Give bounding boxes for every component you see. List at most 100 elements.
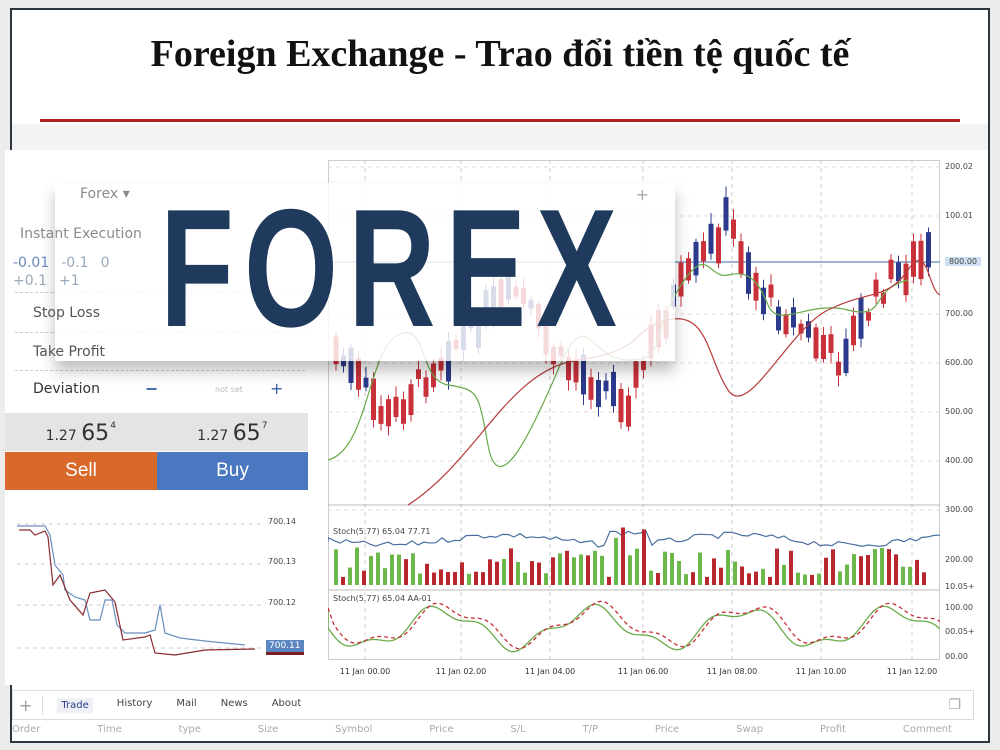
volume-bar <box>495 561 499 585</box>
volume-bar <box>880 547 884 585</box>
column-header[interactable]: Size <box>257 724 279 735</box>
ask-price: 1.27 657 <box>197 421 268 446</box>
add-icon[interactable]: + <box>19 695 44 715</box>
column-header[interactable]: Swap <box>736 724 764 735</box>
volume-bar <box>369 555 373 585</box>
deviation-value[interactable]: not set <box>215 385 243 394</box>
column-header[interactable]: Comment <box>902 724 952 735</box>
symbol-select[interactable]: Forex <box>80 186 119 202</box>
column-header[interactable]: Price <box>429 724 454 735</box>
terminal-columns: Order Time type Size Symbol Price S/L T/P Price S… <box>12 724 972 735</box>
candle-body <box>581 354 586 395</box>
candle-body <box>611 371 616 407</box>
volume-step[interactable]: -0.1 <box>61 255 89 271</box>
tab-about[interactable]: About <box>271 697 302 709</box>
column-header[interactable]: Time <box>97 724 122 735</box>
volume-bar <box>572 557 576 585</box>
axis-label: 100.01 <box>945 211 973 220</box>
volume-bar <box>726 549 730 585</box>
volume-bar <box>502 558 506 585</box>
volume-bar <box>348 567 352 585</box>
volume-bar <box>740 566 744 585</box>
maximize-icon[interactable]: ❐ <box>948 697 961 713</box>
volume-bar <box>404 559 408 585</box>
column-header[interactable]: T/P <box>582 724 599 735</box>
bid-price: 1.27 654 <box>45 421 116 446</box>
volume-bar <box>523 572 527 585</box>
sell-button[interactable]: Sell <box>5 452 157 490</box>
candle-body <box>821 334 826 360</box>
candle-body <box>768 284 774 298</box>
volume-bar <box>418 573 422 585</box>
time-label: 11 Jan 06.00 <box>617 667 669 676</box>
tab-news[interactable]: News <box>220 697 248 709</box>
volume-bar <box>376 552 380 585</box>
volume-bar <box>460 562 464 585</box>
volume-bar <box>705 576 709 585</box>
deviation-minus-button[interactable]: − <box>145 379 159 398</box>
volume-bar <box>593 550 597 585</box>
volume-bar <box>691 572 695 585</box>
axis-label: 10.05+ <box>945 582 975 591</box>
candle-body <box>371 378 376 420</box>
candle-body <box>738 241 744 274</box>
volume-bar <box>754 571 758 585</box>
volume-bar <box>383 568 387 585</box>
volume-bar <box>698 552 702 585</box>
column-header[interactable]: type <box>178 724 201 735</box>
deviation-plus-button[interactable]: + <box>270 379 284 398</box>
volume-bar <box>796 572 800 585</box>
volume-bar <box>873 549 877 585</box>
volume-bar <box>544 573 548 585</box>
forex-logo-text: FOREX <box>160 174 628 362</box>
volume-bar <box>565 550 569 585</box>
axis-label: 100.00 <box>945 603 973 612</box>
axis-label: 400.00 <box>945 456 973 465</box>
column-header[interactable]: Order <box>12 724 41 735</box>
candle-body <box>626 395 631 427</box>
time-label: 11 Jan 04.00 <box>524 667 576 676</box>
candle-body <box>701 241 706 262</box>
volume-bar <box>474 571 478 585</box>
column-header[interactable]: Profit <box>819 724 847 735</box>
axis-label: 700.00 <box>945 309 973 318</box>
volume-bar <box>803 574 807 585</box>
axis-label: 200.02 <box>945 162 973 171</box>
column-header[interactable]: S/L <box>510 724 526 735</box>
tab-trade[interactable]: Trade <box>57 697 93 713</box>
tab-history[interactable]: History <box>116 697 153 709</box>
volume-step[interactable]: +1 <box>59 273 80 289</box>
volume-bar <box>845 564 849 585</box>
volume-bar <box>922 572 926 585</box>
volume-bar <box>677 560 681 585</box>
volume-steps: -0.01 -0.1 0 +0.1 +1 <box>13 255 148 289</box>
axis-label: 600.00 <box>945 358 973 367</box>
volume-bar <box>411 553 415 585</box>
volume-bar <box>362 570 366 585</box>
candle-body <box>678 262 684 297</box>
candle-body <box>686 258 691 281</box>
volume-step[interactable]: 0 <box>100 255 110 271</box>
title-divider <box>40 119 960 122</box>
candle-body <box>753 272 759 301</box>
volume-bar <box>621 527 625 585</box>
candle-body <box>911 241 916 277</box>
volume-bar <box>789 550 793 585</box>
candle-body <box>693 241 699 276</box>
candle-body <box>603 380 609 392</box>
candle-body <box>888 259 894 280</box>
column-header[interactable]: Price <box>654 724 680 735</box>
tab-mail[interactable]: Mail <box>176 697 197 709</box>
candle-body <box>806 321 811 338</box>
volume-step[interactable]: -0.01 <box>13 255 50 271</box>
volume-step[interactable]: +0.1 <box>13 273 47 289</box>
column-header[interactable]: Symbol <box>335 724 373 735</box>
candle-body <box>446 341 451 382</box>
volume-bar <box>516 561 520 585</box>
volume-bar <box>390 554 394 585</box>
volume-bar <box>831 549 835 585</box>
stop-loss-label: Stop Loss <box>33 305 100 321</box>
volume-bar <box>866 555 870 585</box>
buy-button[interactable]: Buy <box>157 452 308 490</box>
candle-body <box>813 327 819 359</box>
